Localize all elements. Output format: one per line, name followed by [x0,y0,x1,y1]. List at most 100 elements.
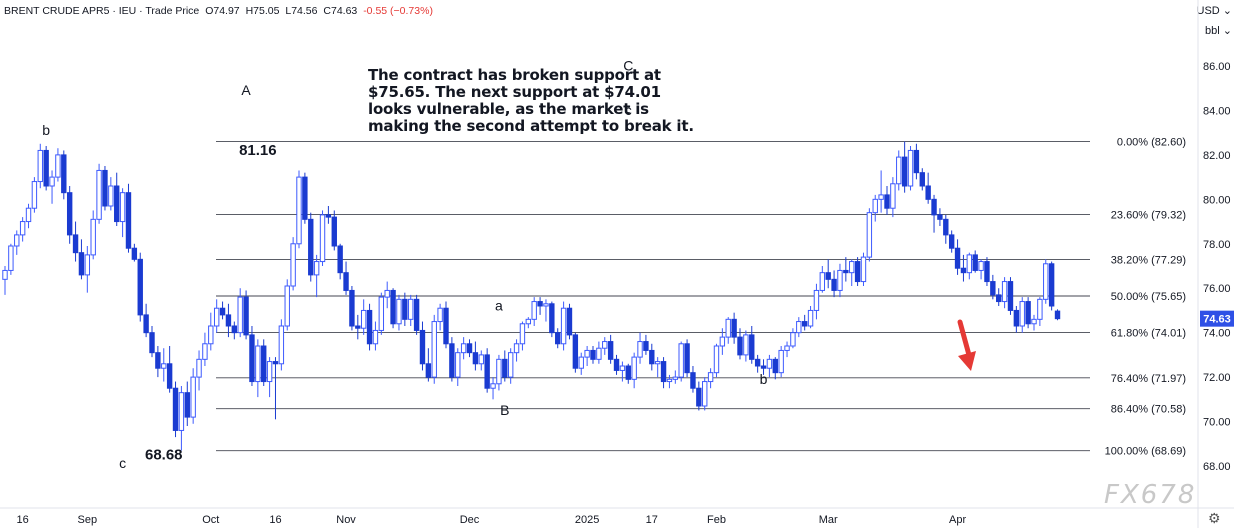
candle-body [1025,301,1031,325]
candle-body [849,261,855,274]
candle-body [578,356,584,369]
candle-body [625,365,631,380]
candle-body [49,176,55,187]
fib-level-label: 76.40% (71.97) [1111,373,1186,385]
candle-body [843,269,849,274]
fib-level-label: 100.00% (68.69) [1105,446,1186,458]
candle-body [478,354,484,365]
candle-body [831,278,837,291]
candle-body [2,269,8,280]
candle-body [496,358,502,385]
candle-body [596,347,602,360]
candle-body [725,318,731,338]
candle-body [196,358,202,378]
x-tick-label: Nov [336,514,356,526]
candle-body [772,358,778,374]
candle-body [72,234,79,254]
y-tick-label: 68.00 [1203,461,1231,473]
candle-body [531,301,537,320]
candle-body [55,154,61,178]
candle-body [37,149,43,183]
x-tick-label: 17 [646,514,658,526]
candle-body [784,345,790,351]
candle-body [366,309,373,345]
candle-body [907,149,914,187]
candle-body [419,329,426,365]
candle-body [1043,263,1049,300]
unit-selector[interactable]: bbl ⌄ [1205,25,1232,37]
candle-body [737,336,743,356]
gear-icon[interactable]: ⚙ [1208,510,1221,526]
candle-body [413,298,420,331]
candle-body [743,334,749,356]
candle-body [278,325,285,365]
candle-body [490,383,496,389]
candle-body [690,372,696,389]
fib-level-label: 86.40% (70.58) [1111,404,1186,416]
candle-body [249,334,255,383]
candle-body [1031,318,1037,325]
fib-level-label: 38.20% (77.29) [1111,255,1186,267]
candle-body [860,256,867,283]
candle-body [684,343,690,374]
currency-selector[interactable]: USD ⌄ [1196,5,1233,17]
candle-body [884,194,890,209]
candle-body [437,307,443,323]
wave-label: 68.68 [145,446,183,463]
candle-body [484,354,490,389]
candle-body [807,309,814,327]
candle-body [460,343,467,354]
candle-body [813,289,820,311]
candle-body [137,258,143,316]
candle-body [549,303,555,334]
candle-body [178,392,185,431]
candle-body [208,325,214,345]
candle-body [731,318,737,338]
candle-body [896,156,902,185]
candle-body [584,349,590,358]
candle-body [125,192,132,249]
candle-body [696,387,702,407]
candle-body [984,261,990,283]
candle-body [749,334,755,360]
candle-body [337,245,343,274]
candle-body [360,309,367,329]
candle-body [890,183,896,209]
y-tick-label: 78.00 [1203,239,1231,251]
x-tick-label: Mar [819,514,838,526]
x-tick-label: Apr [949,514,966,526]
candle-body [455,352,461,378]
candle-body [1001,281,1008,303]
candle-body [555,332,561,345]
candle-body [96,169,102,220]
down-arrow-head [958,351,976,371]
x-tick-label: 16 [17,514,29,526]
candle-body [472,352,479,365]
candle-body [184,392,190,418]
candle-body [219,307,226,316]
candle-body [613,358,620,371]
candle-body [507,352,514,378]
candle-body [713,345,720,374]
wave-label: c [119,455,126,471]
wave-label: C [623,57,633,73]
candle-body [31,181,38,209]
x-tick-label: Oct [202,514,219,526]
candle-body [25,207,32,223]
candle-body [384,289,390,298]
candle-body [954,247,961,269]
candle-body [790,332,796,347]
candle-body [913,149,920,174]
wave-label: B [500,402,509,418]
y-tick-label: 74.00 [1203,328,1231,340]
candle-body [1019,301,1025,327]
candle-body [355,325,361,329]
y-tick-label: 76.00 [1203,283,1231,295]
wave-label: 81.16 [239,142,277,159]
candle-body [948,234,955,249]
candle-body [801,321,808,327]
candle-body [537,301,543,307]
candle-body [654,361,661,365]
candle-body [631,356,637,380]
